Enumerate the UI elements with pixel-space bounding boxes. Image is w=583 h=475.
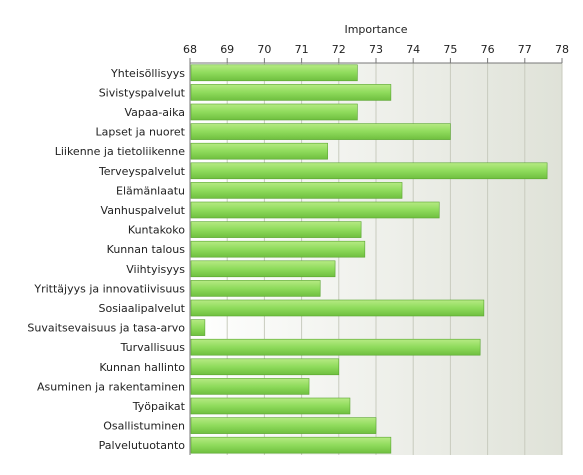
category-label: Työpaikat [132,400,186,413]
bar [190,201,440,219]
x-tick-label: 71 [295,43,309,56]
axis-title: Importance [344,23,407,36]
bar [190,221,362,238]
x-tick-label: 68 [183,43,197,56]
bar [190,397,351,415]
x-tick-label: 77 [518,43,532,56]
category-label: Terveyspalvelut [98,165,186,178]
category-label: Yrittäjyys ja innovatiivisuus [33,282,185,295]
bar [190,280,321,297]
x-tick-label: 70 [257,43,271,56]
x-tick-label: 73 [369,43,383,56]
bar [190,260,336,278]
x-tick-label: 78 [555,43,569,56]
category-label: Osallistuminen [103,420,185,433]
x-tick-label: 75 [443,43,457,56]
category-label: Liikenne ja tietoliikenne [55,145,186,158]
x-tick-label: 72 [332,43,346,56]
bar [190,162,548,180]
bar [190,417,377,434]
category-label: Kunnan talous [107,243,186,256]
bar [190,182,403,199]
x-tick-label: 69 [220,43,234,56]
bar [190,64,358,82]
x-tick-label: 76 [481,43,495,56]
bar [190,436,392,454]
bar [190,358,340,376]
category-label: Suvaitsevaisuus ja tasa-arvo [27,322,185,335]
bar [190,84,392,101]
bars [190,64,548,454]
category-label: Sivistyspalvelut [99,86,186,99]
category-label: Kuntakoko [128,224,185,237]
x-tick-label: 74 [406,43,420,56]
category-label: Asuminen ja rakentaminen [37,380,185,393]
bar [190,142,328,160]
category-label: Viihtyisyys [126,263,185,276]
category-label: Palvelutuotanto [99,439,186,452]
category-label: Kunnan hallinto [99,361,185,374]
bar [190,378,310,395]
x-tick-labels: 68 69 70 71 72 73 74 75 76 77 78 [183,43,569,63]
bar [190,123,451,140]
category-label: Turvallisuus [120,341,186,354]
bar [190,319,206,336]
bar [190,103,358,121]
bar [190,299,485,317]
category-label: Vanhuspalvelut [101,204,186,217]
category-label: Vapaa-aika [124,106,185,119]
category-labels: Yhteisöllisyys Sivistyspalvelut Vapaa-aika… [27,67,185,452]
category-label: Sosiaalipalvelut [99,302,186,315]
category-label: Yhteisöllisyys [110,67,185,80]
bar [190,240,366,258]
category-label: Elämänlaatu [116,184,185,197]
category-label: Lapset ja nuoret [96,126,186,139]
bar [190,338,481,356]
